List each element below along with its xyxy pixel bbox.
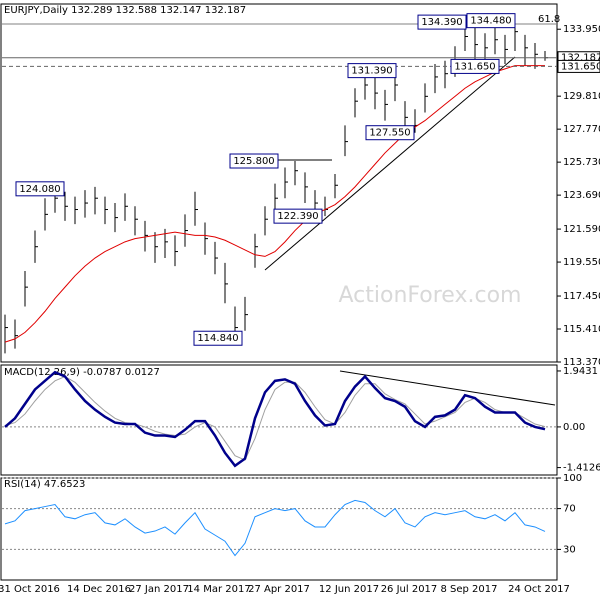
x-tick-label: 27 Apr 2017 [248,584,310,595]
annotation: 131.390 [347,63,397,79]
annotation-box [193,330,243,346]
annotation-box [229,153,279,169]
y-tick-label: 117.450 [563,291,600,302]
annotation-box [273,208,323,224]
annotation: 124.080 [15,181,65,197]
y-tick-label: 119.550 [563,257,600,268]
x-tick-label: 24 Oct 2017 [508,584,570,595]
line [4,375,546,461]
annotation-label: 124.080 [19,184,60,195]
trend-line [264,56,516,271]
annotation: 127.550 [365,125,415,141]
annotation: 131.650 [450,58,500,74]
chart-title: EURJPY,Daily 132.289 132.588 132.147 132… [4,5,246,16]
annotation-label: 122.390 [277,211,318,222]
fib-label: 61.8 [538,14,560,25]
annotation-box [347,63,397,79]
annotation: 125.800 [229,153,279,169]
x-tick-label: 12 Jun 2017 [319,584,379,595]
annotation-label: 134.480 [470,16,511,27]
annotation-label: 131.650 [454,61,495,72]
annotation: 134.390 [417,14,467,30]
line [4,370,546,468]
x-tick-label: 14 Mar 2017 [187,584,250,595]
y-tick-label: 129.810 [563,91,600,102]
annotation-label: 114.840 [197,333,238,344]
y-tick-label: 30 [563,544,576,555]
annotation-label: 131.390 [351,66,392,77]
price-box [557,59,600,73]
annotation-label: 134.390 [421,17,462,28]
line [4,499,546,557]
annotation-box [450,58,500,74]
annotation-box [417,14,467,30]
annotation: 114.840 [193,330,243,346]
rsi-title: RSI(14) 47.6523 [4,479,85,490]
y-tick-label: 70 [563,504,576,515]
annotation-label: 125.800 [233,156,274,167]
macd-panel [0,364,558,476]
annotation-label: 127.550 [369,128,410,139]
x-tick-label: 8 Sep 2017 [440,584,497,595]
y-tick-label: 115.410 [563,324,600,335]
y-tick-label: 113.370 [563,357,600,368]
y-tick-label: 121.590 [563,224,600,235]
y-tick-label: -1.4126 [563,463,600,474]
line [4,65,545,343]
price-label: 131.650 [561,61,600,72]
annotation: 134.480 [466,13,516,29]
annotation-box [15,181,65,197]
y-tick-label: 100 [563,473,582,484]
y-tick-label: 1.9431 [563,366,598,377]
y-tick-label: 125.730 [563,157,600,168]
y-tick-label: 123.690 [563,190,600,201]
rsi-panel [0,477,558,581]
macd-title: MACD(12,26,9) -0.0787 0.0127 [4,367,160,378]
price-panel [0,3,558,363]
y-tick-label: 133.950 [563,24,600,35]
x-tick-label: 31 Oct 2016 [0,584,60,595]
price-label: 132.187 [561,53,600,64]
x-tick-label: 14 Dec 2016 [67,584,131,595]
x-tick-label: 27 Jan 2017 [129,584,189,595]
annotation-box [365,125,415,141]
watermark: ActionForex.com [339,283,522,308]
annotation: 122.390 [273,208,323,224]
annotation-box [466,13,516,29]
x-tick-label: 26 Jul 2017 [381,584,438,595]
y-tick-label: 0.00 [563,422,585,433]
macd-trend-line [339,370,556,406]
y-tick-label: 127.770 [563,124,600,135]
